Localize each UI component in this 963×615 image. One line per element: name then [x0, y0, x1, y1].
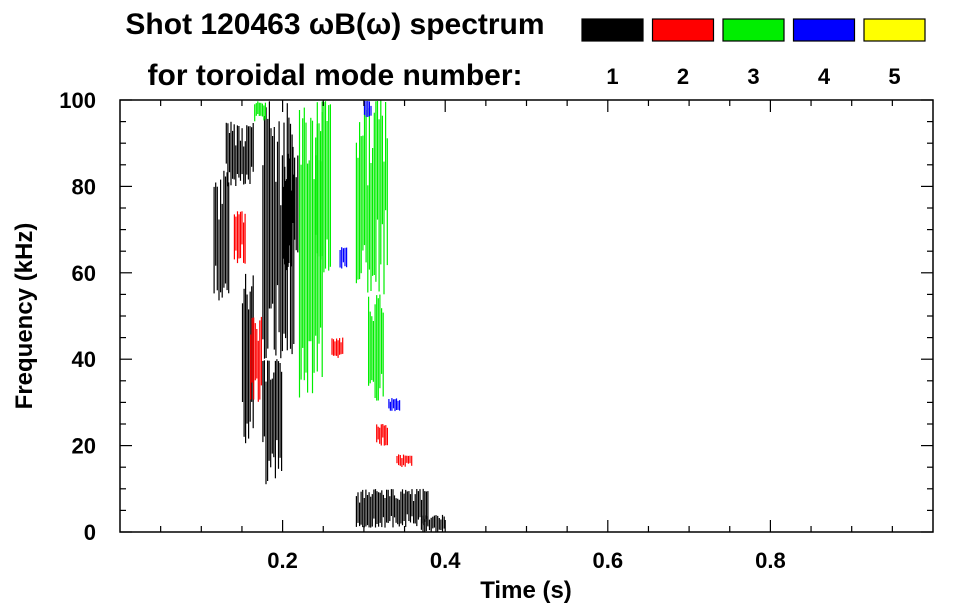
x-axis-label: Time (s) [480, 577, 572, 604]
spectrum-region-mode-2 [331, 337, 344, 358]
legend-label-mode-4: 4 [818, 64, 831, 89]
data-marks [213, 100, 445, 532]
y-tick-label: 0 [84, 520, 96, 545]
spectrum-region-mode-2 [250, 316, 262, 402]
y-tick-label: 100 [59, 88, 96, 113]
x-tick-label: 0.8 [755, 548, 786, 573]
legend-label-mode-3: 3 [747, 64, 759, 89]
legend-swatch-mode-3 [722, 18, 785, 42]
y-tick-label: 20 [72, 434, 96, 459]
y-axis-label: Frequency (kHz) [11, 223, 38, 410]
spectrum-region-mode-1 [225, 121, 254, 187]
spectrum-region-mode-1 [420, 514, 445, 532]
legend-swatch-mode-5 [863, 18, 926, 42]
spectrum-region-mode-3 [355, 100, 388, 295]
legend-label-mode-5: 5 [888, 64, 900, 89]
spectrum-region-mode-1 [262, 359, 283, 485]
spectrum-region-mode-2 [396, 454, 413, 467]
spectrum-region-mode-1 [355, 488, 429, 528]
y-tick-label: 80 [72, 174, 96, 199]
spectrum-region-mode-3 [315, 101, 331, 273]
x-tick-label: 0.2 [267, 548, 298, 573]
chart-title: Shot 120463 ωB(ω) spectrum [125, 8, 544, 41]
spectrum-region-mode-4 [363, 101, 372, 117]
legend-swatch-mode-4 [792, 18, 856, 42]
spectrum-region-mode-1 [262, 101, 295, 359]
legend-label-mode-1: 1 [606, 64, 618, 89]
x-axis: 0.2 0.4 0.6 0.8 [160, 100, 893, 573]
legend-swatch-mode-2 [651, 18, 715, 42]
legend-label-mode-2: 2 [677, 64, 689, 89]
y-axis: 0 20 40 60 80 100 [59, 88, 933, 545]
y-tick-label: 40 [72, 347, 96, 372]
x-tick-label: 0.6 [593, 548, 624, 573]
spectrum-region-mode-1 [213, 170, 230, 301]
y-tick-label: 60 [72, 261, 96, 286]
spectrum-region-mode-1 [282, 146, 299, 271]
x-tick-label: 0.4 [430, 548, 461, 573]
legend: 1 2 3 4 5 [581, 18, 926, 89]
legend-swatch-mode-1 [581, 18, 644, 42]
spectrum-region-mode-2 [233, 211, 246, 264]
chart-subtitle: for toroidal mode number: [148, 59, 523, 92]
spectrum-region-mode-4 [339, 247, 348, 269]
spectrum-region-mode-2 [376, 424, 388, 446]
spectrum-region-mode-3 [254, 101, 266, 122]
spectrum-region-mode-4 [388, 398, 401, 412]
spectrum-region-mode-3 [368, 294, 384, 401]
